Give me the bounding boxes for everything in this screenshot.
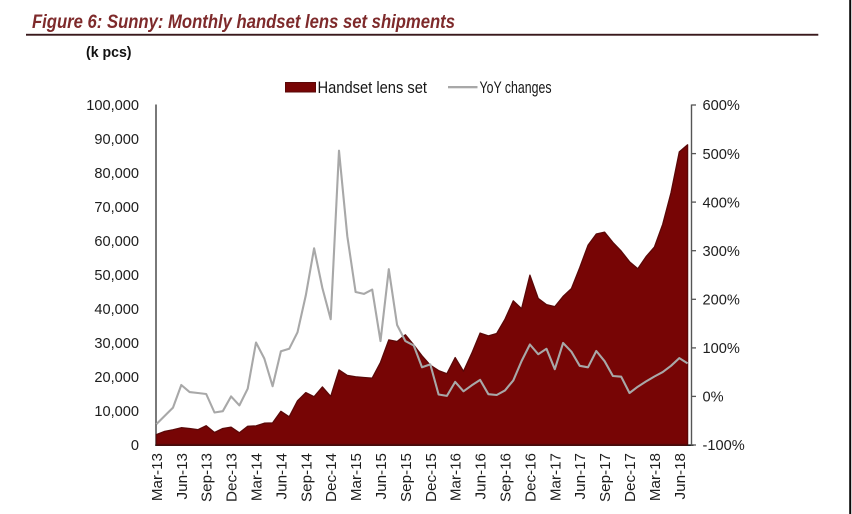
svg-text:Dec-13: Dec-13 (224, 453, 241, 502)
svg-text:200%: 200% (703, 293, 740, 309)
svg-text:0%: 0% (703, 390, 724, 406)
svg-text:Sep-16: Sep-16 (498, 453, 515, 502)
svg-text:100%: 100% (703, 341, 740, 357)
svg-text:400%: 400% (703, 195, 740, 211)
svg-text:Mar-15: Mar-15 (348, 453, 365, 501)
svg-text:Jun-14: Jun-14 (273, 453, 290, 499)
svg-text:Mar-16: Mar-16 (448, 453, 465, 501)
svg-text:Dec-14: Dec-14 (323, 453, 340, 502)
svg-text:500%: 500% (703, 147, 740, 163)
svg-text:Jun-18: Jun-18 (672, 453, 689, 499)
svg-text:100,000: 100,000 (86, 98, 139, 114)
svg-text:Sep-15: Sep-15 (398, 453, 415, 502)
svg-text:90,000: 90,000 (94, 132, 139, 148)
svg-text:YoY changes: YoY changes (480, 78, 552, 97)
svg-text:80,000: 80,000 (94, 166, 139, 182)
svg-text:Mar-13: Mar-13 (149, 453, 166, 501)
svg-text:Jun-13: Jun-13 (174, 453, 191, 499)
svg-text:Handset lens set: Handset lens set (318, 78, 428, 97)
svg-text:-100%: -100% (703, 438, 745, 454)
svg-text:0: 0 (131, 438, 139, 454)
svg-text:20,000: 20,000 (94, 370, 139, 386)
svg-text:50,000: 50,000 (94, 268, 139, 284)
svg-text:Jun-15: Jun-15 (373, 453, 390, 499)
svg-text:Mar-17: Mar-17 (547, 453, 564, 501)
svg-text:Sep-17: Sep-17 (597, 453, 614, 502)
svg-text:Jun-16: Jun-16 (473, 453, 490, 499)
svg-text:600%: 600% (703, 98, 740, 114)
svg-text:Sep-14: Sep-14 (298, 453, 315, 502)
svg-text:Figure 6: Sunny: Monthly hands: Figure 6: Sunny: Monthly handset lens se… (32, 11, 455, 33)
svg-text:Dec-15: Dec-15 (423, 453, 440, 502)
svg-text:Sep-13: Sep-13 (199, 453, 216, 502)
svg-text:30,000: 30,000 (94, 336, 139, 352)
svg-text:10,000: 10,000 (94, 404, 139, 420)
svg-text:Dec-16: Dec-16 (522, 453, 539, 502)
svg-text:70,000: 70,000 (94, 200, 139, 216)
svg-text:300%: 300% (703, 244, 740, 260)
svg-text:60,000: 60,000 (94, 234, 139, 250)
svg-text:Mar-14: Mar-14 (249, 453, 266, 501)
svg-text:Jun-17: Jun-17 (572, 453, 589, 499)
svg-text:(k pcs): (k pcs) (86, 44, 132, 61)
svg-text:40,000: 40,000 (94, 302, 139, 318)
svg-text:Dec-17: Dec-17 (622, 453, 639, 502)
svg-text:Mar-18: Mar-18 (647, 453, 664, 501)
